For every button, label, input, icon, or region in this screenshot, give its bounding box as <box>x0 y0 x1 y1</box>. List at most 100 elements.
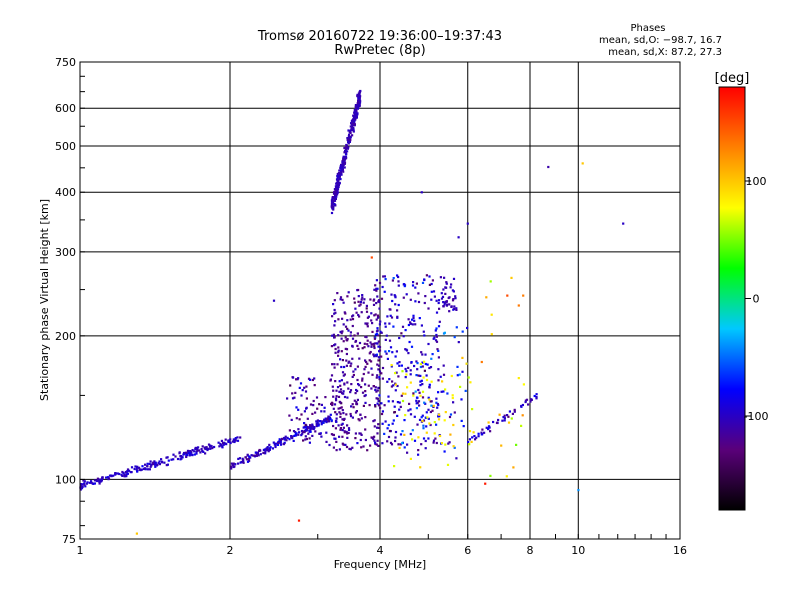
data-point <box>438 307 441 310</box>
data-point <box>336 190 339 193</box>
data-point <box>375 353 378 356</box>
data-point <box>371 322 374 325</box>
data-point <box>308 426 311 429</box>
data-point <box>395 371 398 374</box>
colorbar-tick-label: 0 <box>753 293 760 306</box>
data-point <box>495 421 499 424</box>
data-point <box>474 438 477 441</box>
data-point <box>524 400 527 404</box>
data-point <box>435 441 438 445</box>
data-point <box>435 333 438 337</box>
data-point <box>347 146 350 149</box>
data-point <box>403 285 406 288</box>
data-point <box>398 401 401 404</box>
data-point <box>462 425 465 428</box>
data-point <box>391 380 394 383</box>
data-point <box>373 439 376 442</box>
data-point <box>417 449 420 452</box>
data-point <box>191 454 194 457</box>
data-point <box>421 396 425 399</box>
data-point <box>338 380 341 383</box>
data-point <box>503 417 506 420</box>
data-point <box>438 413 441 416</box>
data-point <box>375 397 378 400</box>
data-point <box>398 361 401 364</box>
data-point <box>398 408 401 411</box>
data-point <box>352 121 355 124</box>
data-point <box>490 313 493 316</box>
y-axis-label: Stationary phase Virtual Height [km] <box>38 199 51 401</box>
data-point <box>170 458 173 461</box>
data-point <box>236 436 239 439</box>
data-point <box>471 436 474 439</box>
data-point <box>340 337 343 340</box>
data-point <box>427 437 430 440</box>
data-point <box>331 334 334 337</box>
data-point <box>456 365 459 368</box>
data-point <box>409 381 412 384</box>
data-point <box>298 431 301 434</box>
data-point <box>342 390 345 393</box>
data-point <box>337 424 340 427</box>
data-point <box>408 340 411 344</box>
data-point <box>440 292 443 295</box>
data-point <box>378 394 381 397</box>
data-point <box>354 117 357 120</box>
data-point <box>450 374 453 378</box>
data-point <box>384 325 387 328</box>
data-point <box>507 421 511 424</box>
data-point <box>407 323 410 327</box>
data-point <box>144 463 147 466</box>
data-point <box>125 473 128 476</box>
data-point <box>396 401 399 404</box>
data-point <box>377 399 380 403</box>
data-point <box>396 315 399 318</box>
data-point <box>426 363 429 366</box>
data-point <box>335 191 338 194</box>
data-point <box>414 286 417 289</box>
data-point <box>316 407 319 410</box>
data-point <box>332 433 335 437</box>
data-point <box>332 333 335 336</box>
data-point <box>333 299 336 302</box>
data-point <box>442 390 445 393</box>
data-point <box>264 452 267 455</box>
data-point <box>320 423 323 426</box>
data-point <box>448 303 451 306</box>
data-point <box>335 413 338 416</box>
data-point <box>425 274 428 277</box>
data-point <box>348 135 351 138</box>
data-point <box>153 460 156 463</box>
data-point <box>378 307 381 310</box>
data-point <box>415 407 418 410</box>
data-point <box>347 142 350 145</box>
data-point <box>448 310 451 313</box>
data-point <box>341 330 344 333</box>
data-point <box>301 389 304 392</box>
data-point <box>80 487 84 490</box>
data-point <box>334 397 338 400</box>
data-point <box>84 485 87 488</box>
data-point <box>354 411 358 414</box>
data-point <box>83 483 86 486</box>
data-point <box>292 439 295 442</box>
data-point <box>415 399 418 402</box>
data-point <box>359 413 362 416</box>
data-point <box>411 323 414 326</box>
data-point <box>400 332 403 335</box>
data-point <box>435 311 439 314</box>
data-point <box>336 183 339 186</box>
data-point <box>220 439 223 442</box>
data-point <box>385 334 388 337</box>
data-point <box>318 432 321 435</box>
data-point <box>293 396 296 399</box>
data-point <box>368 359 371 362</box>
data-point <box>349 129 352 132</box>
data-point <box>339 407 342 410</box>
data-point <box>522 294 525 297</box>
data-point <box>323 420 326 423</box>
data-point <box>522 383 525 386</box>
chart-subtitle: RwPretec (8p) <box>334 43 425 58</box>
data-point <box>401 430 404 433</box>
x-tick-label: 4 <box>377 544 384 557</box>
